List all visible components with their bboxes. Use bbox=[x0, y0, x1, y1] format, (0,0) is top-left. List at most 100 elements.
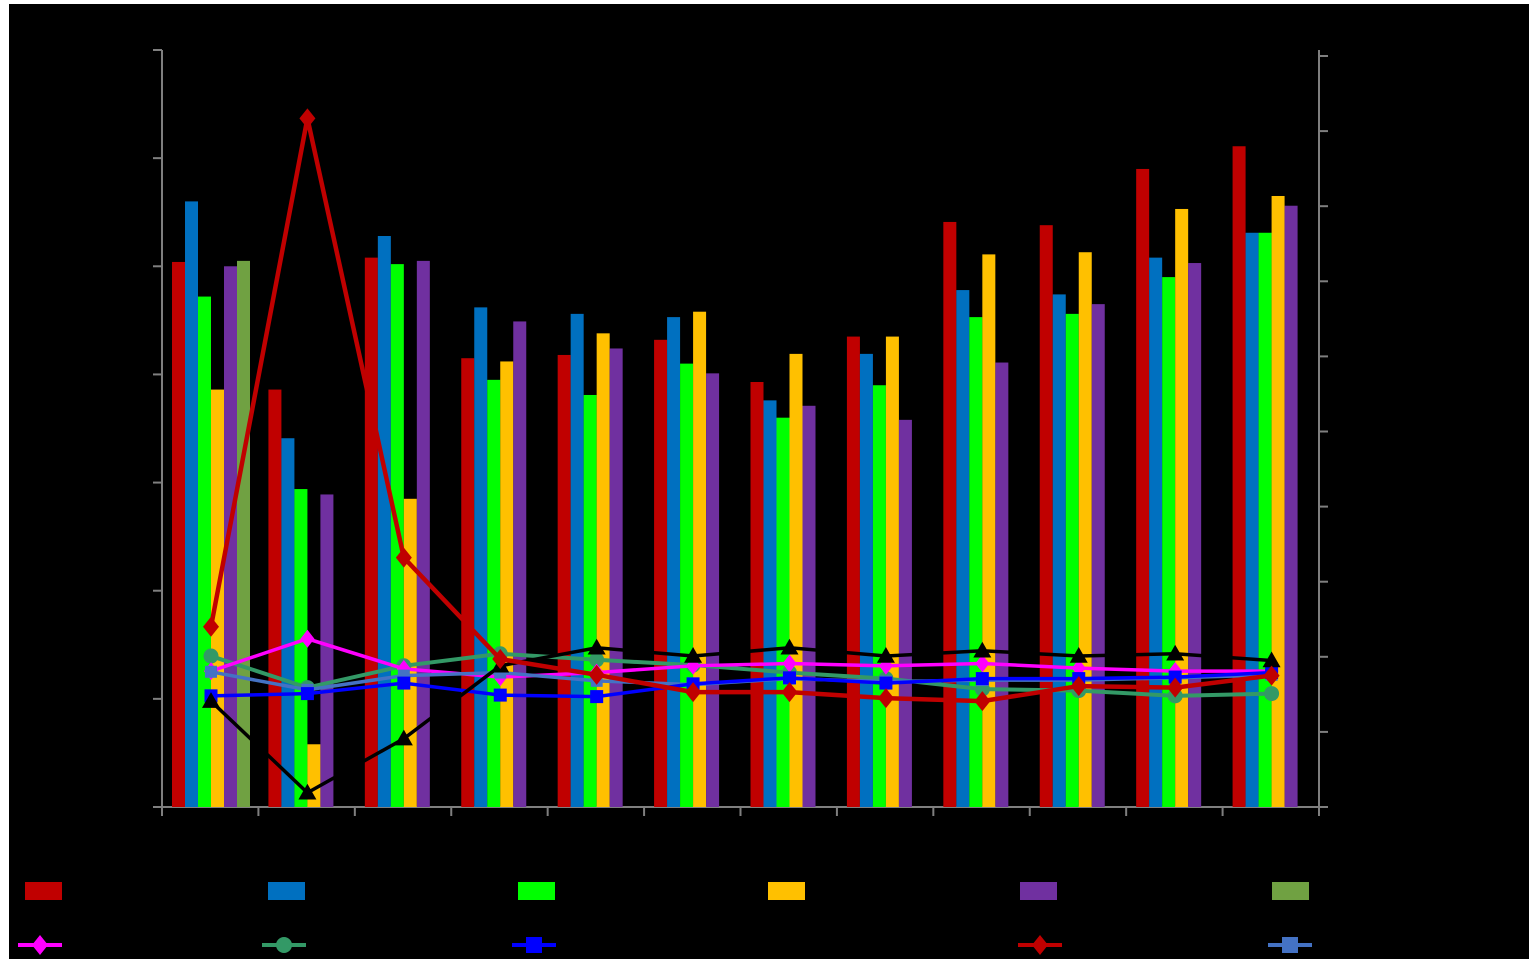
marker-square bbox=[526, 937, 542, 953]
marker-triangle bbox=[973, 641, 992, 658]
bar-purple-bar bbox=[320, 494, 334, 807]
marker-diamond bbox=[974, 691, 991, 712]
bar-purple-bar bbox=[898, 419, 912, 807]
marker-diamond bbox=[782, 654, 797, 673]
marker-diamond bbox=[203, 616, 219, 637]
bar-purple-bar bbox=[706, 373, 720, 807]
bar-bright-green-bar bbox=[583, 394, 597, 807]
legend-line-steel-blue bbox=[1268, 937, 1312, 953]
legend-bar-bright-green bbox=[518, 882, 555, 900]
marker-triangle bbox=[298, 783, 317, 800]
legend-bar-gold bbox=[768, 882, 805, 900]
bar-dark-red-bar bbox=[461, 358, 475, 807]
legend-line-black bbox=[762, 937, 806, 951]
marker-square bbox=[879, 676, 893, 690]
marker-diamond bbox=[685, 682, 702, 703]
marker-square bbox=[1168, 670, 1182, 684]
bar-bright-green-bar bbox=[294, 489, 308, 807]
marker-triangle bbox=[776, 937, 792, 951]
line-series-group bbox=[202, 108, 1281, 800]
bar-blue-bar bbox=[1149, 257, 1163, 807]
marker-diamond bbox=[877, 688, 894, 709]
marker-diamond bbox=[299, 108, 316, 129]
line-blue-line bbox=[210, 670, 1272, 699]
legend-line-dark-red bbox=[1018, 935, 1062, 955]
line-black-line bbox=[209, 646, 1272, 795]
marker-diamond bbox=[492, 649, 509, 670]
bar-blue-bar bbox=[570, 313, 584, 807]
bar-bright-green-bar bbox=[1162, 277, 1176, 808]
marker-square bbox=[590, 690, 604, 704]
line-black bbox=[202, 638, 1281, 800]
bar-bright-green-bar bbox=[198, 296, 211, 807]
marker-diamond bbox=[1070, 676, 1087, 697]
bar-gold-bar bbox=[1271, 195, 1285, 807]
marker-circle bbox=[1264, 686, 1280, 702]
bar-bright-green-bar bbox=[487, 379, 501, 807]
marker-square bbox=[300, 687, 314, 701]
bar-dark-red-bar bbox=[750, 381, 764, 807]
legend-bar-purple bbox=[1020, 882, 1057, 900]
bar-bright-green-bar bbox=[776, 417, 790, 807]
line-sea-green-line bbox=[210, 651, 1272, 698]
bar-purple-bar bbox=[1091, 304, 1105, 807]
bar-dark-red-bar bbox=[557, 354, 571, 807]
legend-line-sea-green bbox=[262, 937, 306, 953]
bar-blue-bar bbox=[956, 290, 970, 807]
axes bbox=[153, 49, 1328, 816]
line-magenta-line bbox=[210, 636, 1272, 679]
bar-gold-bar bbox=[885, 336, 899, 807]
bar-bright-green-bar bbox=[872, 385, 886, 807]
marker-triangle bbox=[876, 647, 895, 663]
marker-circle bbox=[203, 648, 219, 664]
line-dark-red-line bbox=[208, 117, 1272, 704]
bar-blue-bar bbox=[185, 201, 198, 807]
bar-gold-bar bbox=[693, 311, 707, 807]
bar-gold-bar bbox=[1078, 252, 1092, 807]
bar-dark-red-bar bbox=[1039, 225, 1053, 808]
marker-diamond bbox=[781, 682, 798, 703]
bar-gold-bar bbox=[403, 498, 417, 807]
bar-purple-bar bbox=[1188, 263, 1202, 807]
legend-bar-olive-green bbox=[1272, 882, 1309, 900]
marker-diamond bbox=[395, 547, 412, 568]
marker-triangle bbox=[684, 647, 703, 663]
bar-purple-bar bbox=[513, 321, 527, 807]
bar-bright-green-bar bbox=[969, 317, 983, 807]
marker-triangle bbox=[1166, 644, 1185, 661]
bar-purple-bar bbox=[1284, 205, 1298, 807]
bar-gold-bar bbox=[596, 333, 610, 807]
bar-bright-green-bar bbox=[1258, 232, 1272, 808]
marker-square bbox=[397, 676, 411, 690]
marker-diamond bbox=[300, 629, 315, 648]
legend-line-magenta bbox=[18, 935, 62, 955]
bar-gold-bar bbox=[500, 361, 514, 807]
bar-dark-red-bar bbox=[268, 389, 282, 807]
marker-diamond bbox=[1263, 665, 1280, 686]
bar-blue-bar bbox=[1245, 232, 1259, 808]
bar-blue-bar bbox=[281, 438, 295, 807]
bar-dark-red bbox=[172, 146, 1246, 808]
marker-triangle bbox=[780, 638, 799, 655]
marker-square bbox=[975, 672, 989, 686]
marker-diamond bbox=[975, 654, 990, 673]
bar-dark-red-bar bbox=[172, 261, 185, 808]
bar-dark-red-bar bbox=[364, 257, 378, 807]
bar-blue-bar bbox=[1052, 294, 1066, 808]
bar-blue-bar bbox=[377, 236, 391, 807]
bar-purple-bar bbox=[609, 348, 623, 807]
marker-square bbox=[205, 665, 217, 678]
marker-triangle bbox=[202, 692, 220, 708]
bar-blue-bar bbox=[667, 317, 681, 807]
bar-olive-green-bar bbox=[237, 260, 250, 808]
bar-purple-bar bbox=[802, 405, 816, 807]
bar-dark-red-bar bbox=[943, 221, 957, 807]
line-dark-red bbox=[203, 108, 1280, 712]
legend-bar-dark-red bbox=[25, 882, 62, 900]
bar-dark-red-bar bbox=[1136, 168, 1150, 807]
bar-dark-red-bar bbox=[846, 336, 860, 807]
marker-triangle bbox=[1262, 651, 1281, 668]
bar-dark-red-bar bbox=[654, 339, 668, 807]
